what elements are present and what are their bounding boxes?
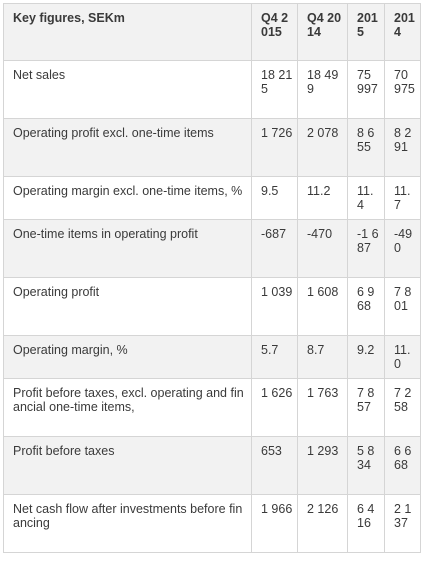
- table-row: Profit before taxes 653 1 293 5 834 6 66…: [3, 436, 421, 495]
- cell-value: 75 997: [347, 60, 385, 119]
- cell-value: 6 416: [347, 494, 385, 553]
- cell-value: 11.7: [384, 176, 421, 220]
- cell-value: 5.7: [251, 335, 298, 379]
- cell-value: 70 975: [384, 60, 421, 119]
- header-q4-2014: Q4 2014: [297, 3, 348, 61]
- row-label: Operating profit excl. one-time items: [3, 118, 252, 177]
- cell-value: -1 687: [347, 219, 385, 278]
- cell-value: 11.2: [297, 176, 348, 220]
- cell-value: 7 857: [347, 378, 385, 437]
- cell-value: 7 258: [384, 378, 421, 437]
- cell-value: 1 293: [297, 436, 348, 495]
- table-row: Operating margin excl. one-time items, %…: [3, 176, 421, 220]
- cell-value: 1 763: [297, 378, 348, 437]
- table-row: Operating profit 1 039 1 608 6 968 7 801: [3, 277, 421, 336]
- cell-value: -687: [251, 219, 298, 278]
- cell-value: 7 801: [384, 277, 421, 336]
- cell-value: 18 499: [297, 60, 348, 119]
- cell-value: -470: [297, 219, 348, 278]
- row-label: Operating margin excl. one-time items, %: [3, 176, 252, 220]
- header-q4-2015: Q4 2015: [251, 3, 298, 61]
- cell-value: 11.4: [347, 176, 385, 220]
- cell-value: 8 291: [384, 118, 421, 177]
- table-row: Net sales 18 215 18 499 75 997 70 975: [3, 60, 421, 119]
- cell-value: 1 608: [297, 277, 348, 336]
- cell-value: 2 126: [297, 494, 348, 553]
- cell-value: 653: [251, 436, 298, 495]
- key-figures-table: Key figures, SEKm Q4 2015 Q4 2014 2015 2…: [3, 3, 421, 553]
- table-row: One-time items in operating profit -687 …: [3, 219, 421, 278]
- cell-value: 6 968: [347, 277, 385, 336]
- row-label: Operating margin, %: [3, 335, 252, 379]
- header-2015: 2015: [347, 3, 385, 61]
- cell-value: 1 039: [251, 277, 298, 336]
- cell-value: 6 668: [384, 436, 421, 495]
- cell-value: 1 626: [251, 378, 298, 437]
- cell-value: 2 137: [384, 494, 421, 553]
- cell-value: 8 655: [347, 118, 385, 177]
- cell-value: 1 726: [251, 118, 298, 177]
- table-row: Net cash flow after investments before f…: [3, 494, 421, 553]
- row-label: Net cash flow after investments before f…: [3, 494, 252, 553]
- cell-value: 2 078: [297, 118, 348, 177]
- table-row: Operating profit excl. one-time items 1 …: [3, 118, 421, 177]
- cell-value: -490: [384, 219, 421, 278]
- header-label: Key figures, SEKm: [3, 3, 252, 61]
- cell-value: 9.5: [251, 176, 298, 220]
- table-row: Profit before taxes, excl. operating and…: [3, 378, 421, 437]
- row-label: Operating profit: [3, 277, 252, 336]
- cell-value: 1 966: [251, 494, 298, 553]
- row-label: Profit before taxes: [3, 436, 252, 495]
- table-row: Operating margin, % 5.7 8.7 9.2 11.0: [3, 335, 421, 379]
- cell-value: 18 215: [251, 60, 298, 119]
- cell-value: 5 834: [347, 436, 385, 495]
- row-label: Profit before taxes, excl. operating and…: [3, 378, 252, 437]
- cell-value: 9.2: [347, 335, 385, 379]
- table-header-row: Key figures, SEKm Q4 2015 Q4 2014 2015 2…: [3, 3, 421, 61]
- row-label: One-time items in operating profit: [3, 219, 252, 278]
- header-2014: 2014: [384, 3, 421, 61]
- cell-value: 8.7: [297, 335, 348, 379]
- cell-value: 11.0: [384, 335, 421, 379]
- row-label: Net sales: [3, 60, 252, 119]
